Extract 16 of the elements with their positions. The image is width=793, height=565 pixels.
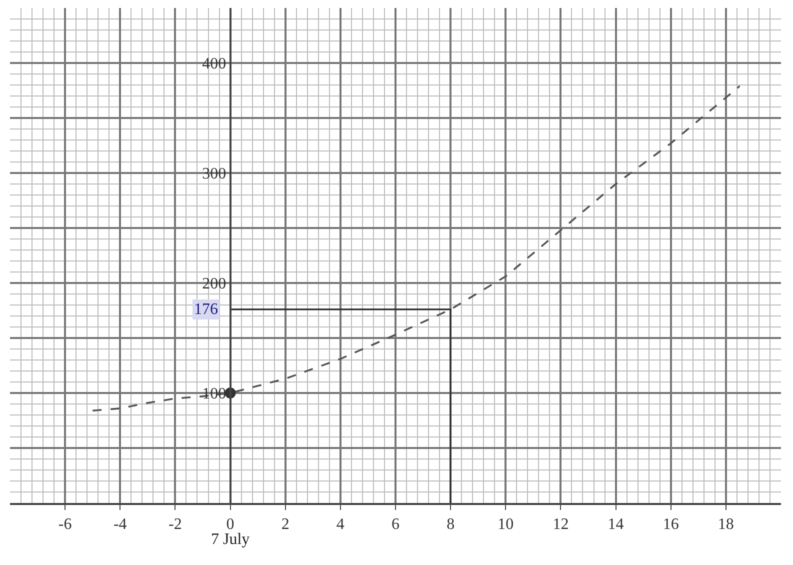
x-tick-label: 2	[281, 516, 290, 534]
x-tick-label: 14	[608, 516, 624, 534]
text: 7 July	[211, 531, 250, 548]
x-tick-label: 12	[552, 516, 569, 534]
x-tick-label: 18	[718, 516, 734, 534]
x-tick-label: 10	[498, 516, 514, 534]
x-tick-label: -4	[113, 516, 127, 534]
x-tick-label: -2	[168, 516, 182, 534]
x-tick-label: 0	[226, 516, 234, 534]
x-tick-label: 4	[336, 516, 344, 534]
line-series	[92, 85, 741, 412]
annotation: 176	[194, 301, 218, 318]
x-tick-label: -6	[58, 516, 72, 534]
x-tick-label: 16	[662, 516, 679, 534]
x-tick-label: 6	[392, 516, 400, 534]
x-tick-label: 8	[446, 516, 455, 534]
